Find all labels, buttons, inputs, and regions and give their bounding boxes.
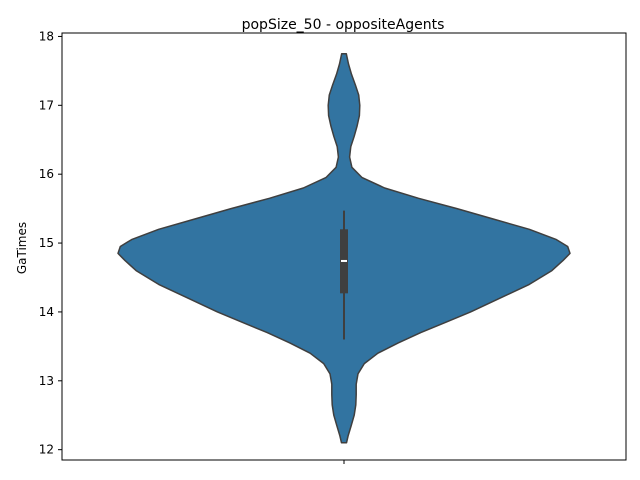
- chart-title: popSize_50 - oppositeAgents: [242, 17, 445, 33]
- y-tick-label: 17: [39, 98, 54, 112]
- y-tick-label: 15: [39, 236, 54, 250]
- y-axis-label: GaTimes: [15, 222, 29, 274]
- y-tick-label: 13: [39, 374, 54, 388]
- y-tick-label: 18: [39, 29, 54, 43]
- y-tick-label: 12: [39, 443, 54, 457]
- y-tick-label: 16: [39, 167, 54, 181]
- y-tick-label: 14: [39, 305, 54, 319]
